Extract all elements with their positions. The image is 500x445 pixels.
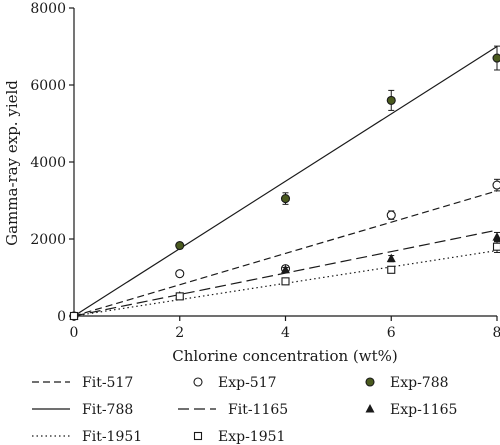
data-point <box>492 180 500 190</box>
data-point <box>386 95 396 105</box>
fit-line-fit-788 <box>73 45 498 317</box>
series-exp-1951 <box>69 240 500 321</box>
legend-label: Exp-1165 <box>390 402 457 418</box>
data-point <box>492 242 500 251</box>
legend-label: Exp-788 <box>390 375 449 391</box>
legend-item-fit-1951: Fit-1951 <box>32 429 142 445</box>
data-point <box>175 240 185 251</box>
plot-area: 0 2 4 6 8 0 2000 4000 6000 8000 <box>30 1 500 341</box>
x-axis-title: Chlorine concentration (wt%) <box>172 347 398 365</box>
y-tick-label: 0 <box>57 309 66 325</box>
data-point <box>69 311 79 321</box>
data-point <box>386 210 396 220</box>
y-tick-label: 4000 <box>30 155 66 171</box>
y-tick-label: 6000 <box>30 78 66 94</box>
x-tick-label: 8 <box>493 325 500 341</box>
legend-item-fit-517: Fit-517 <box>32 375 133 391</box>
data-point <box>175 292 184 301</box>
x-tick-label: 4 <box>281 325 290 341</box>
legend-swatch <box>365 404 375 413</box>
legend-item-exp-1951: Exp-1951 <box>193 429 285 445</box>
legend-label: Fit-517 <box>82 375 133 391</box>
x-tick-label: 2 <box>175 325 184 341</box>
legend-item-fit-788: Fit-788 <box>32 402 133 418</box>
legend-item-exp-517: Exp-517 <box>193 375 277 391</box>
data-point <box>281 277 290 286</box>
data-point <box>281 264 290 274</box>
fit-line-fit-517 <box>73 190 498 317</box>
data-point <box>175 269 185 279</box>
legend-swatch <box>193 377 203 387</box>
x-tick-label: 0 <box>70 325 79 341</box>
legend-label: Exp-1951 <box>218 429 285 445</box>
legend-item-exp-1165: Exp-1165 <box>365 402 457 418</box>
y-tick-label: 8000 <box>30 1 66 17</box>
legend: Fit-517 Exp-517 Exp-788 Fit-788 Fit-1165 Exp-… <box>32 375 457 445</box>
legend-label: Exp-517 <box>218 375 277 391</box>
data-point <box>386 253 396 263</box>
data-point <box>492 232 500 241</box>
legend-label: Fit-1165 <box>228 402 288 418</box>
fit-line-fit-1951 <box>73 249 498 317</box>
legend-label: Fit-1951 <box>82 429 142 445</box>
legend-swatch <box>365 377 375 387</box>
legend-swatch <box>193 431 203 441</box>
y-tick-label: 2000 <box>30 232 66 248</box>
series-exp-1165 <box>69 231 500 320</box>
x-tick-label: 6 <box>387 325 396 341</box>
y-axis-title: Gamma-ray exp. yield <box>3 80 21 246</box>
data-point <box>280 194 291 204</box>
legend-item-exp-788: Exp-788 <box>365 375 449 391</box>
legend-label: Fit-788 <box>82 402 133 418</box>
data-point <box>387 265 396 274</box>
legend-item-fit-1165: Fit-1165 <box>178 402 288 418</box>
data-point <box>492 53 500 63</box>
